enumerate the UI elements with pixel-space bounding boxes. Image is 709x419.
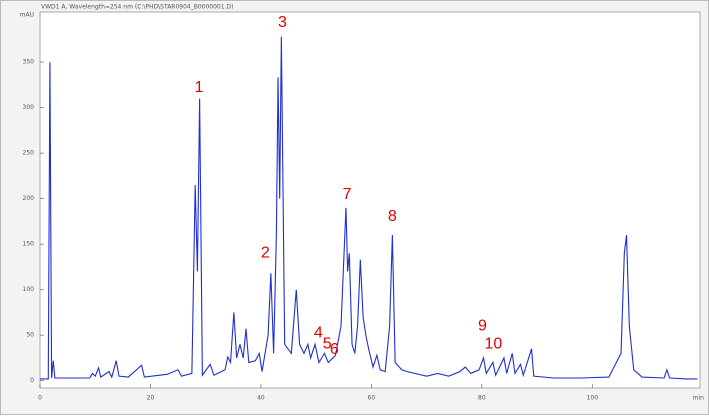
peak-label: 9 — [478, 317, 487, 334]
y-tick-label: 150 — [23, 241, 35, 248]
x-tick-label: 20 — [147, 395, 155, 402]
plot-area — [39, 11, 701, 389]
peak-label: 6 — [330, 341, 339, 358]
peak-label: 7 — [343, 186, 352, 203]
y-axis-label: mAU — [20, 12, 34, 19]
x-tick-label: 80 — [478, 395, 486, 402]
chart-title: VWD1 A, Wavelength=254 nm (C:\PHD\STAR09… — [41, 4, 233, 11]
peak-label: 10 — [485, 336, 503, 353]
x-tick-label: 40 — [257, 395, 265, 402]
y-tick-label: 100 — [23, 286, 35, 293]
y-tick-label: 200 — [23, 195, 35, 202]
y-tick-label: 0 — [30, 377, 34, 384]
peak-label: 4 — [314, 325, 323, 342]
peak-label: 3 — [278, 14, 287, 31]
y-tick-label: 50 — [26, 332, 34, 339]
peak-label: 1 — [195, 79, 204, 96]
peak-label: 8 — [388, 208, 397, 225]
x-axis-label: min — [693, 395, 705, 402]
trace — [40, 36, 698, 380]
x-tick-label: 60 — [368, 395, 376, 402]
y-tick-label: 300 — [23, 104, 35, 111]
x-tick-label: 0 — [38, 395, 42, 402]
peak-label: 2 — [261, 244, 270, 261]
y-tick-label: 350 — [23, 59, 35, 66]
peak-label: 5 — [323, 336, 332, 353]
y-tick-label: 250 — [23, 150, 35, 157]
x-tick-label: 100 — [587, 395, 599, 402]
